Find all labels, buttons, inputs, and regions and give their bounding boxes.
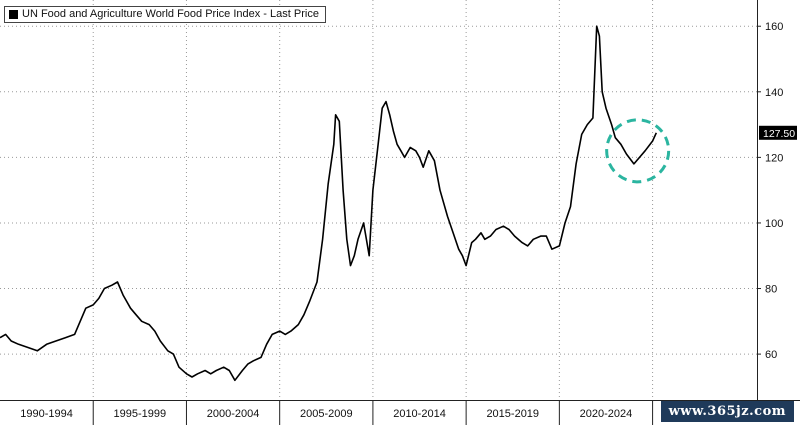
y-tick-label: 60 [765, 349, 777, 361]
horizontal-gridlines [0, 25, 757, 355]
y-tick-label: 160 [765, 21, 783, 33]
x-tick-label: 2015-2019 [486, 408, 539, 420]
x-tick-label: 1995-1999 [114, 408, 167, 420]
last-price-label: 127.50 [763, 128, 795, 140]
x-tick-label: 1990-1994 [20, 408, 73, 420]
legend-label: UN Food and Agriculture World Food Price… [22, 8, 319, 20]
highlight-circle [605, 118, 671, 184]
y-tick-label: 100 [765, 218, 783, 230]
legend: UN Food and Agriculture World Food Price… [4, 6, 326, 23]
y-tick-label: 80 [765, 284, 777, 296]
watermark: www.365jz.com [660, 401, 794, 422]
y-tick-labels: 60 80 100 120 140 160 [757, 21, 783, 361]
y-tick-label: 120 [765, 152, 783, 164]
last-price-marker: 127.50 [759, 125, 797, 140]
x-tick-label: 2000-2004 [207, 408, 260, 420]
x-tick-label: 2010-2014 [393, 408, 446, 420]
series-line-food-price-index [0, 25, 658, 382]
x-tick-label: 2005-2009 [300, 408, 353, 420]
last-price-label-bg [759, 125, 797, 140]
x-tick-label: 2020-2024 [580, 408, 633, 420]
y-tick-label: 140 [765, 87, 783, 99]
legend-swatch [9, 9, 18, 19]
x-tick-labels: 1990-1994 1995-1999 2000-2004 2005-2009 2010… [20, 400, 726, 425]
